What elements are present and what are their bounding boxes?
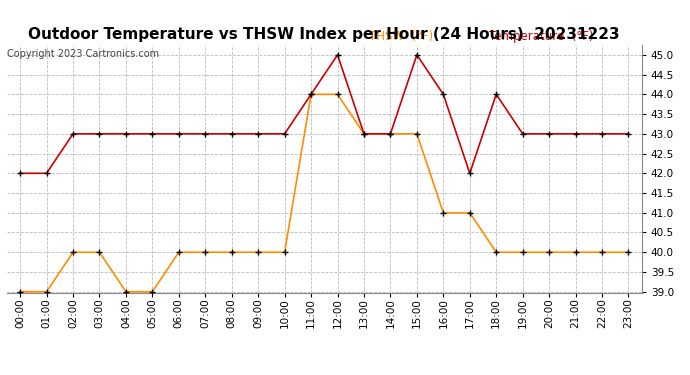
Text: THSW  (°F): THSW (°F) bbox=[368, 30, 433, 42]
Title: Outdoor Temperature vs THSW Index per Hour (24 Hours)  20231223: Outdoor Temperature vs THSW Index per Ho… bbox=[28, 27, 620, 42]
Text: Copyright 2023 Cartronics.com: Copyright 2023 Cartronics.com bbox=[7, 49, 159, 59]
Text: Temperature  (°F): Temperature (°F) bbox=[489, 30, 594, 42]
